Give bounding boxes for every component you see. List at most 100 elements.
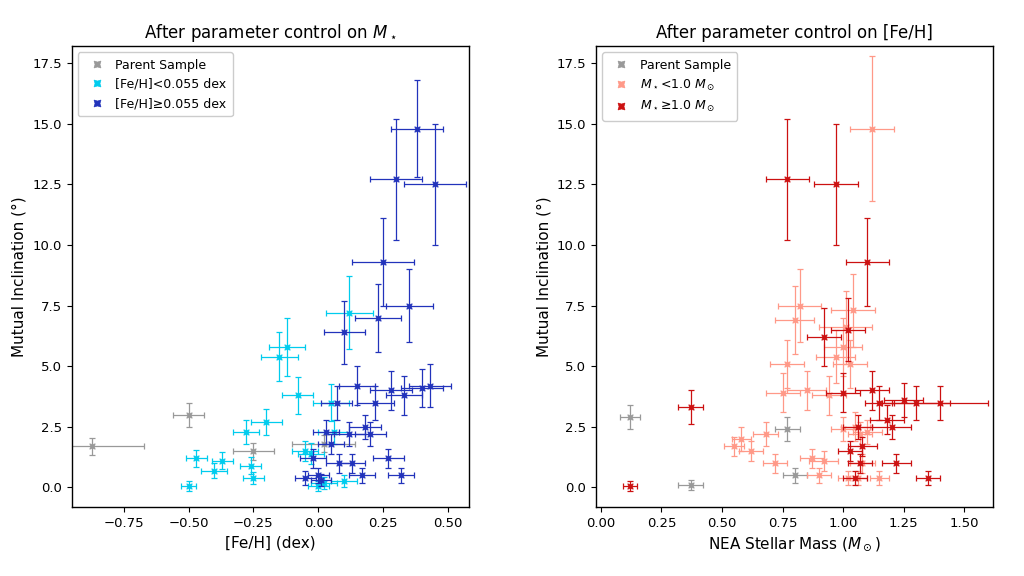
Point [871,473,888,482]
Point [396,391,413,400]
Point [859,257,876,267]
Point [779,175,796,184]
Point [815,332,831,342]
Point [854,442,870,451]
Point [779,359,796,369]
Point [767,458,783,468]
Point [879,415,895,424]
Point [726,442,742,451]
Point [214,456,230,465]
Point [835,425,851,434]
Point [341,430,357,439]
Point [341,308,357,317]
Point [820,391,837,400]
Point [779,425,796,434]
Point [888,458,904,468]
Point [310,482,327,491]
Point [393,471,410,480]
Point [258,418,274,427]
Point [302,449,318,458]
X-axis label: NEA Stellar Mass ($M_\odot$): NEA Stellar Mass ($M_\odot$) [709,535,881,553]
Point [871,398,888,407]
Legend: Parent Sample, $M_\star$<1.0 $M_\odot$, $M_\star$≥1.0 $M_\odot$: Parent Sample, $M_\star$<1.0 $M_\odot$, … [602,52,737,120]
Point [852,458,868,468]
Point [245,473,261,482]
Point [920,473,936,482]
Point [622,412,638,422]
Point [854,458,870,468]
Point [271,352,288,361]
Point [409,124,425,133]
Point [180,410,197,419]
Point [786,316,803,325]
X-axis label: [Fe/H] (dex): [Fe/H] (dex) [225,535,315,550]
Point [349,381,366,390]
Point [422,381,438,390]
Point [804,454,820,463]
Point [847,422,863,431]
Point [344,458,360,468]
Title: After parameter control on [Fe/H]: After parameter control on [Fe/H] [656,24,933,41]
Title: After parameter control on $M_\star$: After parameter control on $M_\star$ [143,22,396,44]
Point [279,342,295,351]
Point [388,175,404,184]
Point [622,482,638,491]
Point [838,323,854,332]
Point [827,180,844,189]
Point [840,473,856,482]
Point [427,180,443,189]
Point [733,434,750,444]
Point [850,473,866,482]
Point [84,442,100,451]
Point [847,473,863,482]
Point [370,313,386,323]
Point [682,480,698,490]
Point [354,471,371,480]
Y-axis label: Mutual Inclination (°): Mutual Inclination (°) [537,196,551,357]
Point [297,446,313,456]
Y-axis label: Mutual Inclination (°): Mutual Inclination (°) [12,196,27,357]
Point [792,301,808,310]
Point [336,328,352,337]
Point [188,454,205,463]
Point [380,454,396,463]
Point [842,359,858,369]
Point [845,306,861,315]
Point [375,257,391,267]
Point [758,430,774,439]
Point [180,482,197,491]
Point [312,476,329,485]
Point [315,478,332,487]
Point [315,439,332,449]
Point [786,471,803,480]
Point [811,471,827,480]
Point [799,386,815,395]
Point [324,398,340,407]
Point [682,403,698,412]
Point [336,477,352,486]
Point [362,430,379,439]
Point [401,301,418,310]
Point [895,396,911,405]
Point [884,422,900,431]
Point [329,398,345,407]
Point [414,384,430,393]
Point [305,454,322,463]
Point [368,398,384,407]
Point [932,398,948,407]
Point [357,422,374,431]
Point [326,427,342,436]
Point [835,388,851,397]
Point [297,473,313,482]
Point [383,386,399,395]
Point [238,427,254,436]
Point [815,456,831,465]
Point [835,342,851,351]
Point [907,398,924,407]
Point [827,352,844,361]
Point [840,325,856,335]
Point [864,124,881,133]
Legend: Parent Sample, [Fe/H]<0.055 dex, [Fe/H]≥0.055 dex: Parent Sample, [Fe/H]<0.055 dex, [Fe/H]≥… [78,52,232,116]
Point [317,427,334,436]
Point [243,461,259,470]
